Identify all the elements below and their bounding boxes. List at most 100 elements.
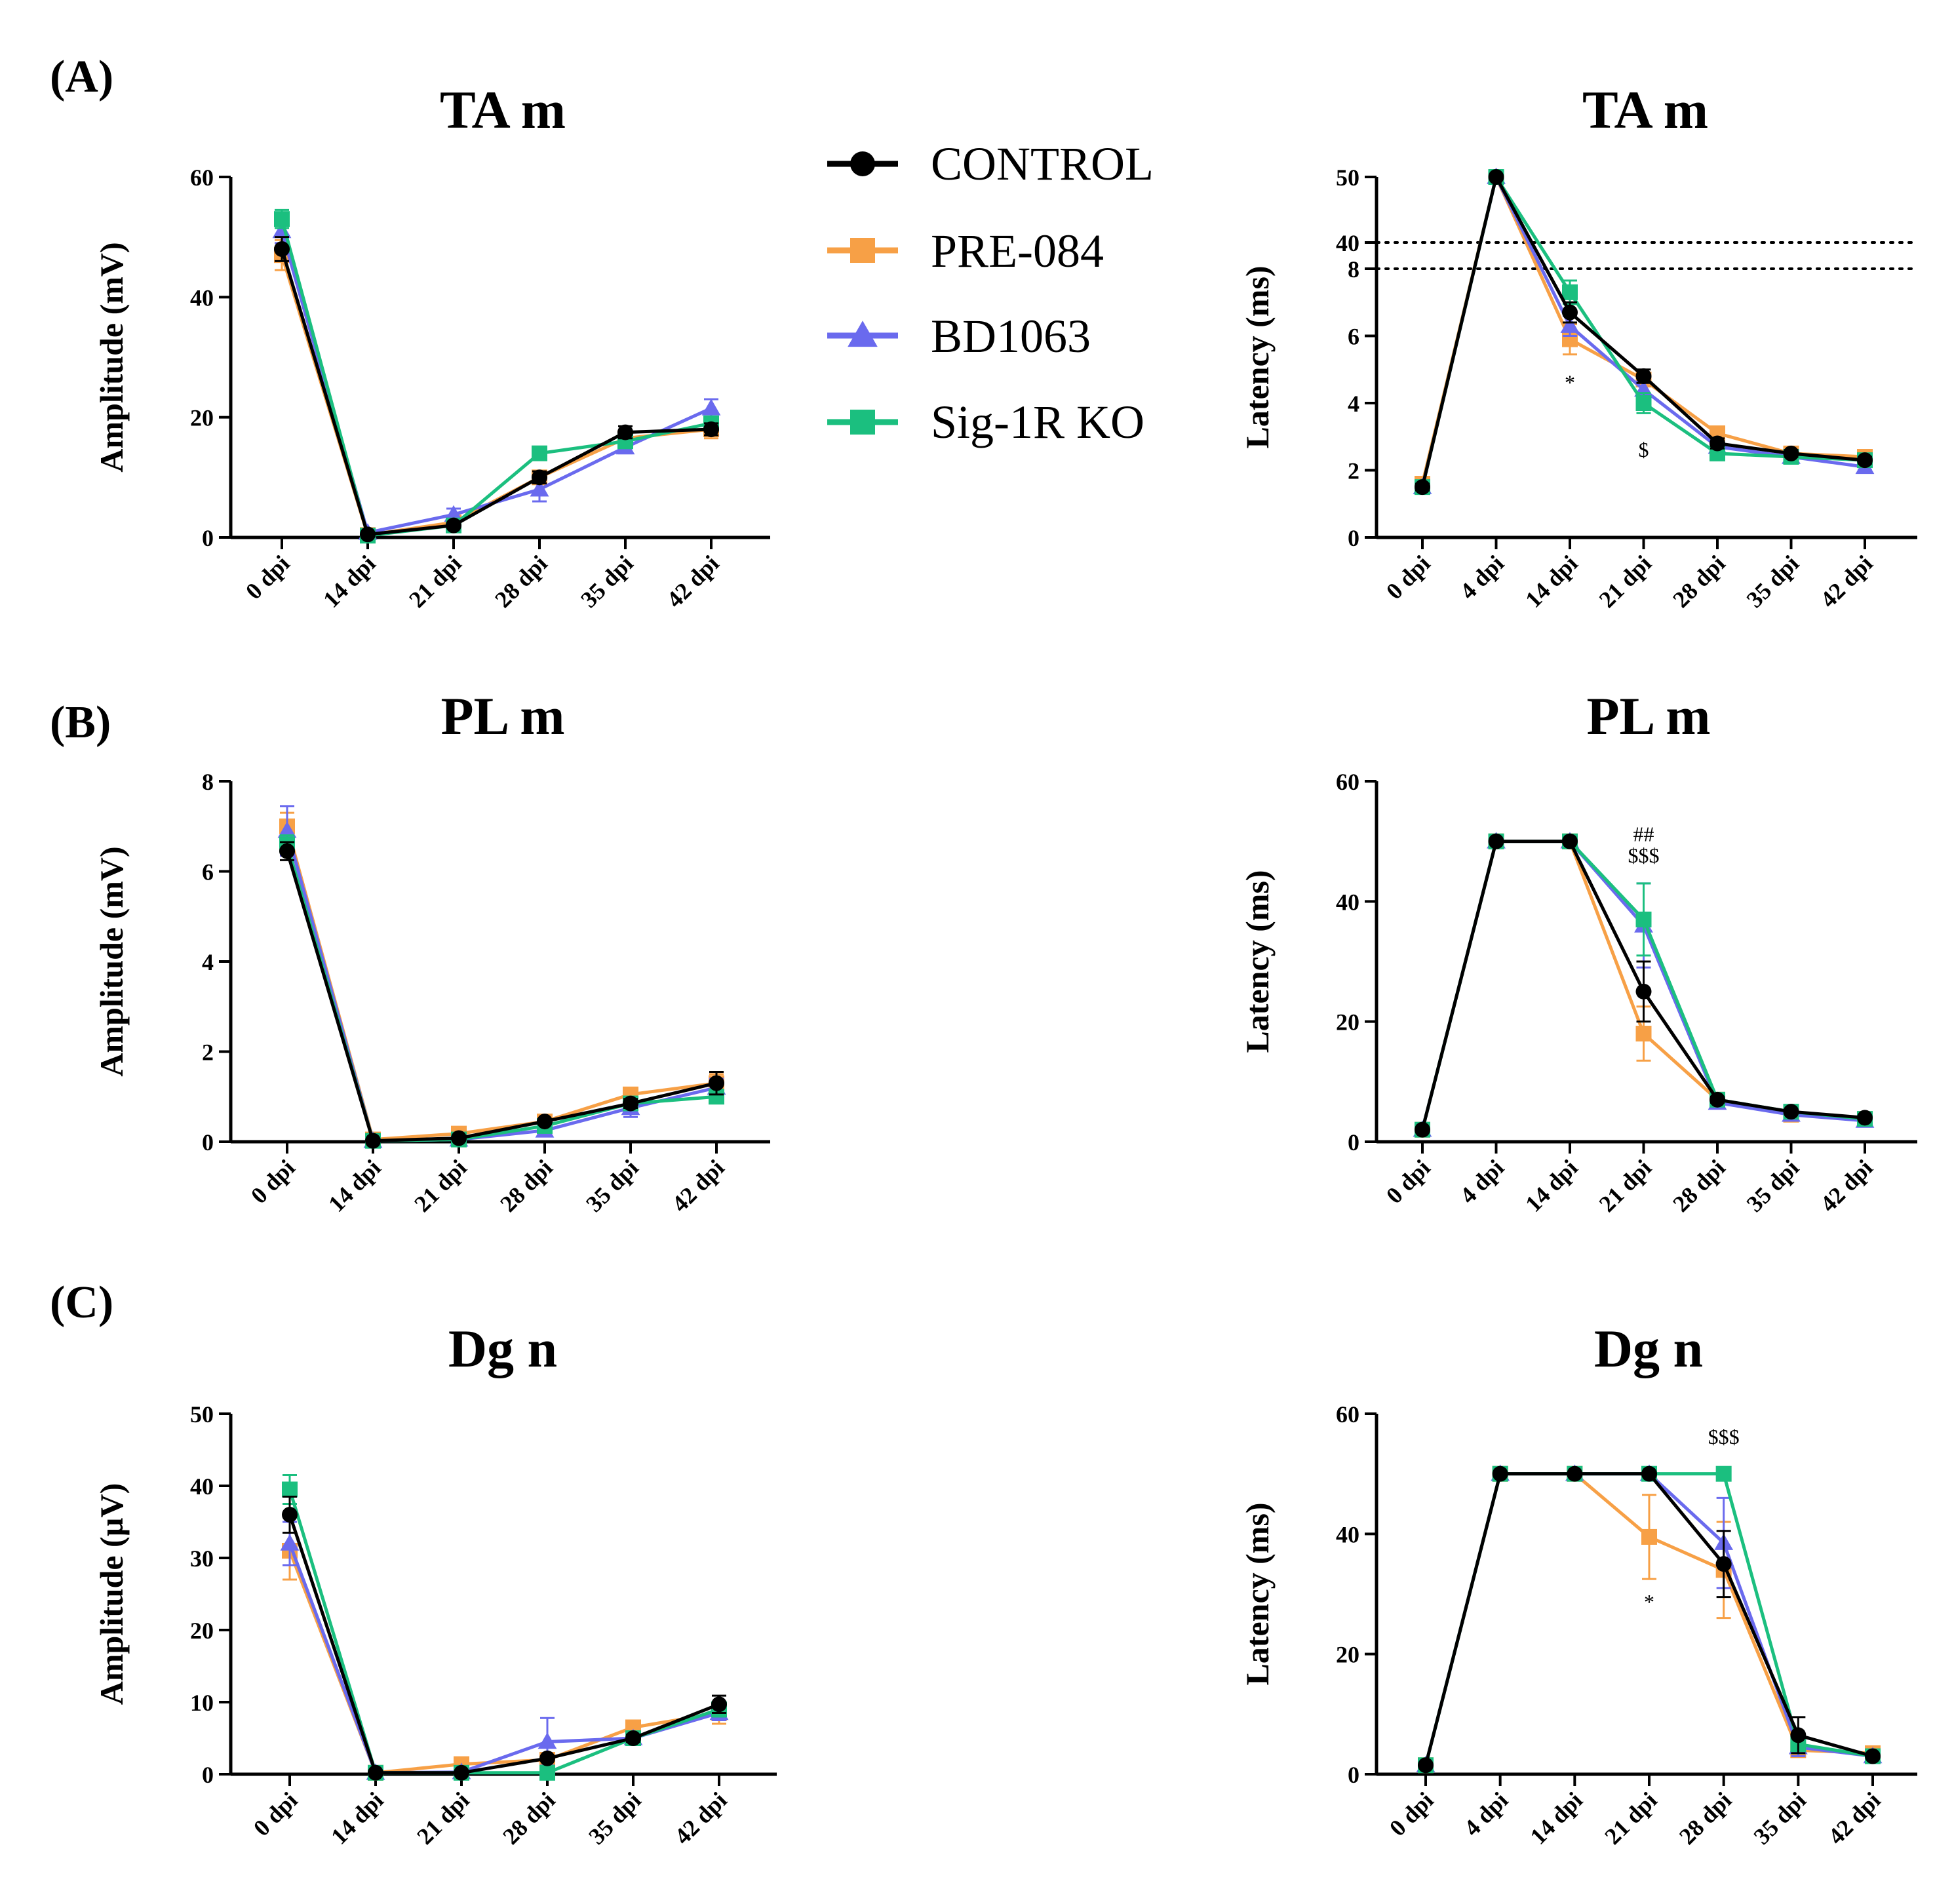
series-sig-1r-ko (279, 834, 724, 1149)
data-point (1635, 368, 1652, 384)
legend-label-pre-084: PRE-084 (931, 225, 1104, 277)
y-tick-label: 8 (1348, 256, 1359, 282)
chart-ta-amplitude: TA m Amplitude (mV) 0 20 40 60 0 dpi 14 dpi 21 d… (93, 80, 770, 613)
series-line (285, 826, 717, 1142)
series-sig-1r-ko (274, 208, 719, 544)
x-tick-label: 28 dpi (495, 1154, 557, 1216)
series-sig-1r-ko (282, 1474, 727, 1781)
series-pre-084 (282, 1521, 727, 1781)
x-tick-label: 14 dpi (1525, 1787, 1587, 1849)
y-tick-label: 8 (202, 769, 214, 795)
data-point (709, 1075, 724, 1091)
y-tick-label: 40 (190, 284, 214, 311)
x-tick-label: 42 dpi (1815, 550, 1877, 612)
y-tick-label: 40 (1336, 889, 1359, 915)
x-tick-label: 0 dpi (1384, 1787, 1439, 1841)
y-tick-label: 20 (1336, 1009, 1359, 1036)
x-tick-label: 21 dpi (1599, 1787, 1662, 1849)
significance-mark: ## (1633, 823, 1654, 846)
y-tick-label: 0 (1348, 525, 1359, 551)
x-tick-label: 0 dpi (1381, 1154, 1436, 1209)
y-axis-label: Amplitude (mV) (93, 242, 130, 472)
series-control (1415, 169, 1873, 495)
data-point (1635, 911, 1652, 927)
data-point (625, 1730, 641, 1746)
x-tick-label: 35 dpi (1742, 550, 1804, 612)
y-tick-label: 0 (1348, 1762, 1359, 1788)
data-point (1641, 1528, 1657, 1545)
series-control (282, 1496, 727, 1781)
legend-marker-pre-084 (827, 238, 898, 263)
data-point (539, 1750, 555, 1766)
x-tick-label: 0 dpi (246, 1154, 300, 1209)
x-tick-label: 21 dpi (1594, 550, 1656, 612)
data-point (360, 526, 376, 543)
x-tick-label: 35 dpi (1748, 1787, 1810, 1849)
significance-mark: $ (1639, 438, 1649, 461)
chart-pl-amplitude: PL m Amplitude (mV) 0 2 4 6 8 0 dpi 14 dpi 21 dpi… (93, 686, 770, 1217)
data-point (617, 424, 633, 440)
series-control (274, 236, 719, 543)
x-tick-label: 42 dpi (1823, 1787, 1885, 1849)
significance-mark: $$$ (1708, 1425, 1740, 1448)
data-point (1562, 304, 1578, 321)
data-point (1857, 452, 1873, 469)
y-tick-label: 50 (190, 1401, 214, 1428)
data-point (1710, 435, 1725, 452)
y-tick-label: 20 (1336, 1642, 1359, 1668)
panel-label-c: (C) (50, 1277, 113, 1328)
legend-marker-sig-1r-ko (827, 410, 898, 435)
data-point (1560, 316, 1580, 333)
y-tick-label: 4 (1348, 391, 1359, 417)
x-tick-label: 35 dpi (1742, 1154, 1804, 1216)
data-point (1562, 284, 1578, 300)
y-tick-label: 2 (202, 1039, 214, 1066)
data-point (365, 1133, 381, 1149)
y-axis-label: Amplitude (µV) (93, 1483, 130, 1705)
x-tick-label: 42 dpi (661, 550, 724, 612)
x-tick-label: 14 dpi (318, 550, 380, 612)
series-bd1063 (272, 218, 721, 540)
data-point (532, 445, 547, 461)
data-point (1641, 1466, 1657, 1482)
y-axis-label: Latency (ms) (1239, 870, 1276, 1053)
y-tick-label: 4 (202, 949, 214, 975)
data-point (1635, 983, 1652, 1000)
data-point (1865, 1748, 1881, 1764)
x-tick-label: 21 dpi (1594, 1154, 1656, 1216)
legend-item-sig-1r-ko: Sig-1R KO (827, 396, 1144, 448)
data-point (1562, 833, 1578, 849)
series-line (280, 218, 712, 537)
x-tick-label: 4 dpi (1455, 1154, 1509, 1209)
data-point (701, 398, 721, 416)
legend-item-control: CONTROL (827, 138, 1154, 190)
data-point (1635, 395, 1652, 411)
chart-title: Dg n (448, 1319, 557, 1378)
x-tick-label: 21 dpi (404, 550, 466, 612)
data-point (537, 1114, 553, 1130)
data-point (280, 1534, 300, 1551)
x-tick-label: 42 dpi (667, 1154, 729, 1216)
y-tick-label: 60 (1336, 1401, 1359, 1428)
y-tick-label: 60 (190, 165, 214, 191)
data-point (454, 1764, 469, 1781)
y-tick-label: 6 (202, 859, 214, 885)
y-tick-label: 60 (1336, 769, 1359, 795)
x-tick-label: 14 dpi (1520, 1154, 1582, 1216)
data-point (1488, 169, 1504, 185)
data-point (539, 1764, 555, 1781)
data-point (451, 1130, 467, 1146)
data-point (446, 517, 461, 534)
legend-symbol (848, 321, 878, 347)
data-point (703, 421, 719, 437)
x-tick-label: 42 dpi (1815, 1154, 1877, 1216)
legend-marker-bd1063 (827, 321, 898, 347)
data-point (1415, 1121, 1430, 1138)
x-tick-label: 0 dpi (241, 550, 295, 604)
y-tick-label: 2 (1348, 458, 1359, 484)
data-point (1415, 479, 1430, 495)
series-pre-084 (1418, 1466, 1881, 1774)
series-line (285, 850, 717, 1143)
